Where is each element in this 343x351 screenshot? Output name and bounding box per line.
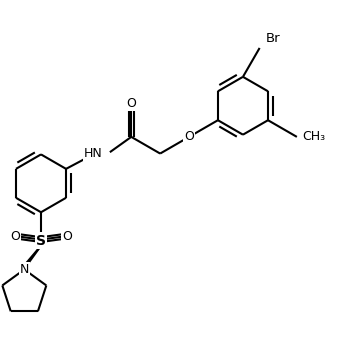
Text: HN: HN — [84, 147, 103, 160]
Text: O: O — [184, 130, 194, 144]
Text: Br: Br — [266, 32, 280, 45]
Text: S: S — [36, 233, 46, 247]
Text: N: N — [20, 263, 29, 276]
Text: N: N — [20, 263, 29, 276]
Text: O: O — [10, 230, 20, 243]
Text: CH₃: CH₃ — [302, 130, 325, 144]
Text: O: O — [62, 230, 72, 243]
Text: O: O — [126, 97, 136, 110]
